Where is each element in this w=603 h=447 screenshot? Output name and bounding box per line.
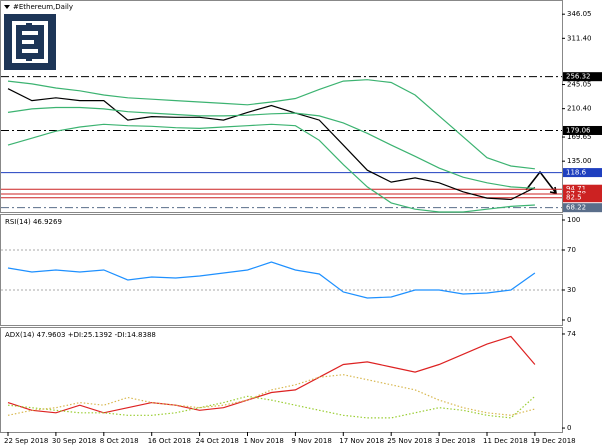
logo	[4, 14, 56, 70]
y-tick-label: 135.00	[567, 157, 592, 165]
adx-title: ADX(14) 47.9603 +DI:25.1392 -DI:14.8388	[5, 331, 156, 339]
level-label-box	[563, 72, 602, 82]
level-label: 68.22	[566, 204, 586, 212]
x-tick-label: 30 Sep 2018	[52, 437, 96, 445]
x-tick-label: 16 Oct 2018	[148, 437, 191, 445]
series-line	[7, 374, 536, 416]
level-label: 82.5	[566, 194, 582, 202]
x-tick-label: 25 Nov 2018	[387, 437, 432, 445]
level-label-box	[563, 203, 602, 213]
y-tick-label: 70	[567, 246, 576, 254]
y-tick-label: 346.05	[567, 10, 592, 18]
level-label-box	[563, 168, 602, 178]
x-tick-label: 17 Nov 2018	[339, 437, 384, 445]
rsi-title: RSI(14) 46.9269	[5, 218, 62, 226]
adx-panel	[0, 327, 563, 433]
x-tick-label: 19 Dec 2018	[531, 437, 576, 445]
x-tick-label: 8 Oct 2018	[100, 437, 139, 445]
main-panel	[0, 0, 563, 213]
level-label: 179.06	[566, 126, 591, 134]
x-tick-label: 24 Oct 2018	[196, 437, 239, 445]
y-tick-label: 169.65	[567, 133, 592, 141]
y-tick-label: 100	[567, 216, 580, 224]
level-label-box	[563, 193, 602, 203]
menu-triangle	[4, 5, 10, 9]
level-label: 256.32	[566, 73, 591, 81]
level-label: 94.71	[566, 185, 586, 193]
level-label-box	[563, 125, 602, 135]
x-tick-label: 11 Dec 2018	[483, 437, 528, 445]
y-tick-label: 74	[567, 330, 576, 338]
series-line	[7, 261, 536, 299]
y-tick-label: 210.40	[567, 105, 592, 113]
series-line	[7, 395, 536, 419]
series-line	[7, 106, 535, 189]
rsi-panel	[0, 214, 563, 326]
level-label: 118.6	[566, 169, 587, 177]
y-tick-label: 30	[567, 286, 576, 294]
y-tick-label: 0	[567, 424, 571, 432]
series-line	[7, 123, 535, 213]
chart-title: #Ethereum,Daily	[13, 3, 73, 11]
x-tick-label: 9 Nov 2018	[291, 437, 331, 445]
y-tick-label: 0	[567, 316, 571, 324]
x-tick-label: 3 Dec 2018	[435, 437, 475, 445]
level-label-box	[563, 184, 602, 194]
series-line	[7, 88, 536, 201]
x-tick-label: 22 Sep 2018	[4, 437, 48, 445]
x-tick-label: 1 Nov 2018	[244, 437, 284, 445]
series-line	[7, 79, 535, 170]
y-tick-label: 311.40	[567, 34, 592, 42]
series-line	[7, 335, 536, 414]
y-tick-label: 245.05	[567, 81, 592, 89]
